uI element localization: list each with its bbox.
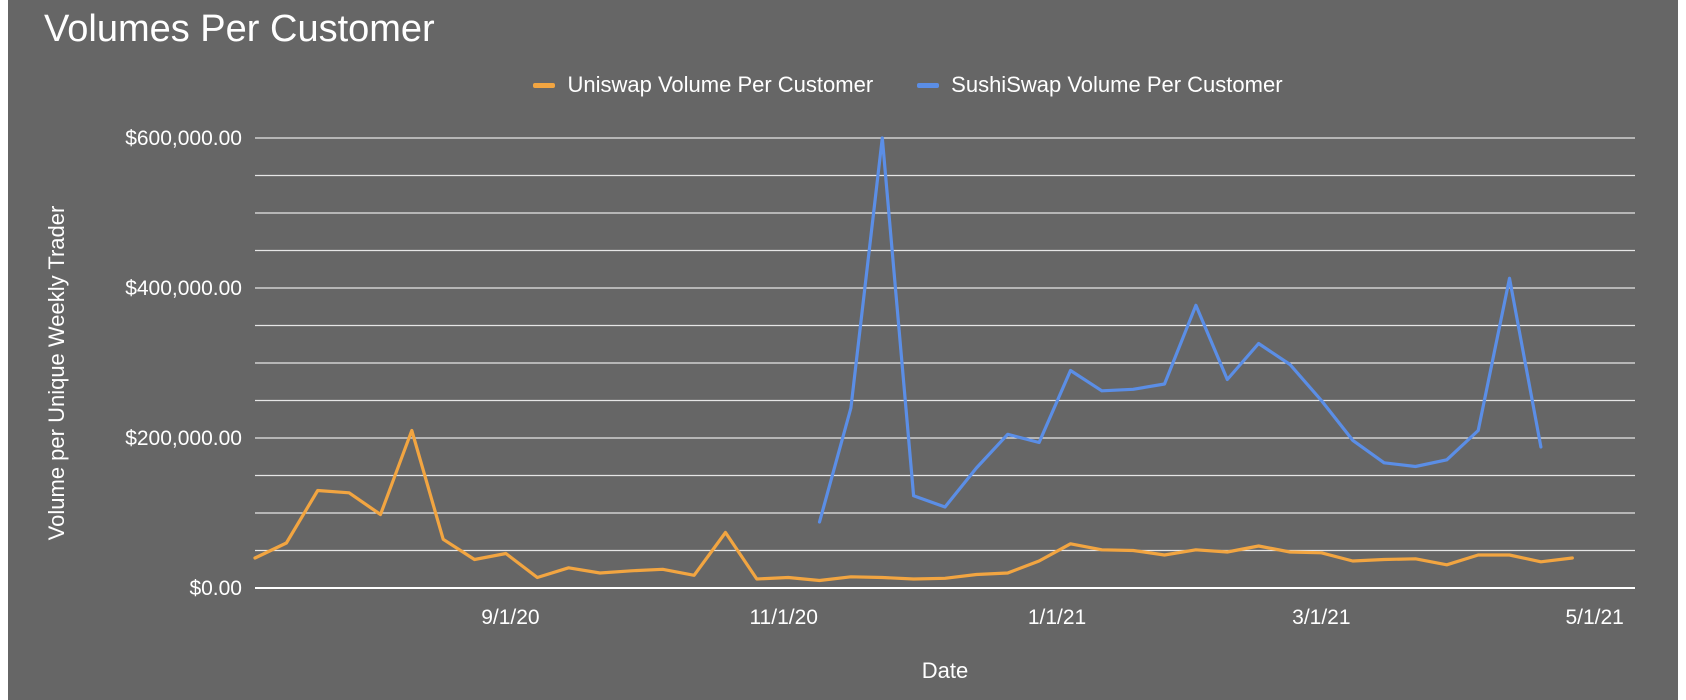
chart-panel — [8, 0, 1678, 700]
legend-item-sushiswap: SushiSwap Volume Per Customer — [917, 72, 1283, 98]
x-tick-label: 3/1/21 — [1292, 606, 1350, 629]
series-line-uniswap — [253, 428, 1574, 583]
x-axis-ticks: 9/1/20 11/1/20 1/1/21 3/1/21 5/1/21 — [481, 606, 1624, 629]
legend-label-uniswap: Uniswap Volume Per Customer — [567, 72, 874, 97]
grid-lines — [255, 137, 1635, 589]
legend-label-sushiswap: SushiSwap Volume Per Customer — [951, 72, 1283, 97]
y-axis-label: Volume per Unique Weekly Trader — [44, 206, 69, 541]
y-tick-label: $0.00 — [189, 577, 242, 600]
x-tick-label: 11/1/20 — [749, 606, 818, 629]
legend-swatch-sushiswap — [917, 82, 940, 88]
y-tick-label: $200,000.00 — [125, 427, 242, 450]
series-lines — [253, 136, 1574, 583]
legend-item-uniswap: Uniswap Volume Per Customer — [533, 72, 873, 98]
series-line-sushiswap — [817, 136, 1543, 524]
x-tick-label: 5/1/21 — [1565, 606, 1623, 629]
y-tick-label: $600,000.00 — [125, 127, 242, 150]
y-tick-label: $400,000.00 — [125, 277, 242, 300]
x-tick-label: 9/1/20 — [481, 606, 539, 629]
y-axis-ticks: $0.00 $200,000.00 $400,000.00 $600,000.00 — [125, 127, 242, 600]
chart-legend: Uniswap Volume Per Customer SushiSwap Vo… — [0, 72, 1686, 98]
chart-title: Volumes Per Customer — [44, 8, 435, 50]
x-axis-label: Date — [922, 658, 968, 683]
legend-swatch-uniswap — [533, 82, 556, 88]
x-tick-label: 1/1/21 — [1028, 606, 1086, 629]
